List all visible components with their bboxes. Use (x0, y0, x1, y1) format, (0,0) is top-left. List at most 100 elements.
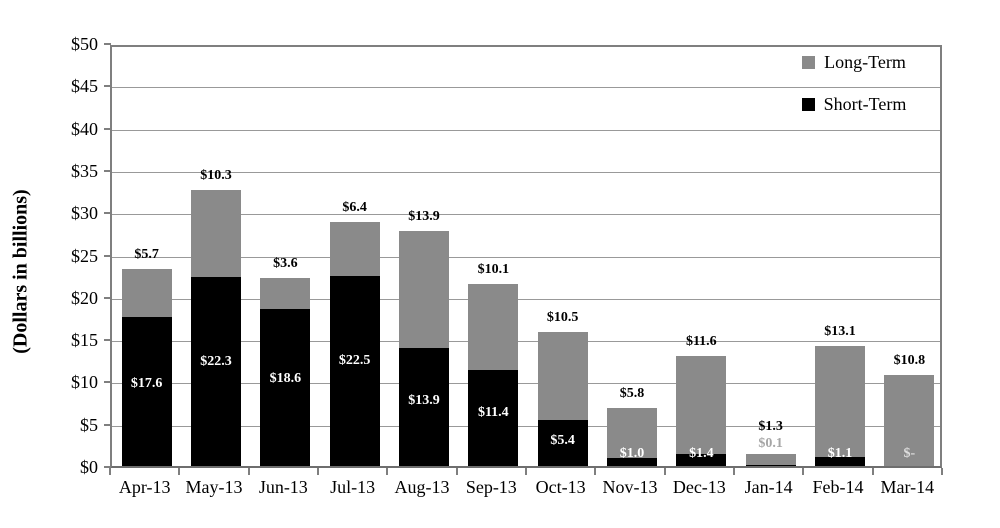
bar-segment-long-term (676, 356, 727, 455)
x-axis-tick (178, 468, 181, 475)
x-tick-label: Nov-13 (602, 477, 658, 497)
y-tick-label: $35 (71, 160, 98, 181)
y-axis-tick (104, 339, 111, 342)
y-axis-tick (104, 212, 111, 215)
long-term-value-label: $5.8 (619, 386, 645, 402)
long-term-value-label: $13.1 (824, 323, 856, 339)
bar-segment-short-term (537, 420, 588, 466)
short-term-value-label: $5.4 (550, 432, 575, 448)
bar-segment-long-term (260, 278, 311, 309)
bar-may-13: $22.3 $10.3 (181, 47, 250, 466)
y-axis-tick (104, 423, 111, 426)
bar-segment-long-term (468, 284, 519, 370)
bar-segment-short-term (745, 465, 796, 466)
bar-sep-13: $11.4 $10.1 (459, 47, 528, 466)
short-term-value-label: $22.5 (338, 353, 371, 369)
y-tick-label: $5 (80, 414, 98, 435)
bar-segment-long-term (537, 331, 588, 421)
gridline (112, 129, 940, 131)
long-term-swatch-icon (802, 55, 816, 69)
x-axis-tick (317, 468, 319, 475)
bar-segment-short-term (190, 277, 241, 466)
x-axis-tick (871, 468, 874, 475)
x-tick-label: May-13 (185, 477, 243, 497)
legend-label-long-term: Long-Term (824, 51, 906, 72)
short-term-value-label: $11.4 (477, 404, 509, 420)
legend: Long-Term Short-Term (759, 41, 949, 125)
gridline (112, 214, 940, 216)
short-term-value-label: $17.6 (130, 376, 163, 392)
bar-dec-13: $1.4 $11.6 (667, 47, 736, 466)
bar-segment-short-term (468, 369, 519, 466)
x-axis-tick (109, 468, 111, 475)
x-tick-label: Feb-14 (812, 477, 864, 497)
short-term-value-label: $18.6 (269, 371, 302, 387)
y-tick-label: $0 (80, 457, 98, 477)
x-tick-label: Sep-13 (465, 477, 517, 497)
y-axis-tick (104, 85, 111, 88)
bar-segment-short-term (676, 454, 727, 466)
short-term-swatch-icon (801, 97, 815, 111)
bar-segment-long-term (121, 268, 172, 318)
bar-segment-short-term (814, 456, 865, 466)
long-term-value-label: $3.6 (273, 256, 298, 272)
legend-item-long-term: Long-Term (759, 41, 949, 83)
long-term-value-label: $10.5 (546, 309, 579, 325)
y-axis-tick (104, 296, 111, 299)
bar-nov-13: $1.0 $5.8 (597, 47, 666, 466)
gridline (112, 298, 940, 300)
long-term-value-label: $10.8 (893, 352, 926, 368)
short-term-value-label: $- (903, 446, 916, 461)
long-term-value-label: $10.3 (200, 168, 232, 184)
y-axis-tick (104, 381, 111, 384)
x-tick-label: Dec-13 (672, 477, 726, 497)
long-term-value-label: $1.3 (758, 419, 783, 435)
x-axis-tick (455, 468, 458, 475)
bar-segment-long-term (606, 408, 657, 458)
y-tick-label: $45 (71, 76, 98, 97)
gridline (112, 87, 940, 89)
bar-segment-long-term (190, 190, 241, 278)
gridline (112, 171, 940, 173)
bar-segment-short-term (121, 317, 172, 466)
short-term-value-label: $0.1 (758, 436, 783, 452)
short-term-value-label: $1.1 (827, 446, 853, 461)
x-tick-label: Apr-13 (118, 477, 171, 497)
short-term-value-label: $22.3 (200, 354, 232, 370)
x-tick-label: Jul-13 (330, 477, 376, 497)
x-tick-label: Mar-14 (880, 477, 935, 497)
bar-segment-long-term (814, 345, 865, 457)
y-tick-label: $10 (71, 372, 98, 393)
long-term-value-label: $5.7 (134, 246, 159, 262)
y-tick-label: $30 (71, 203, 98, 224)
bar-segment-short-term (260, 308, 311, 466)
short-term-value-label: $13.9 (408, 393, 440, 409)
x-tick-label: Jan-14 (744, 477, 793, 497)
legend-label-short-term: Short-Term (823, 93, 907, 114)
short-term-value-label: $1.4 (689, 446, 714, 461)
y-axis-tick (104, 43, 111, 45)
gridline (112, 256, 940, 258)
bar-segment-short-term (398, 348, 449, 466)
x-tick-label: Aug-13 (394, 477, 450, 497)
y-axis-tick (104, 466, 111, 468)
x-axis-tick (802, 468, 805, 475)
y-axis-tick (104, 169, 111, 172)
bar-oct-13: $5.4 $10.5 (528, 47, 597, 466)
x-tick-label: Oct-13 (535, 477, 586, 497)
y-tick-label: $50 (71, 34, 98, 54)
bar-segment-long-term (398, 230, 449, 349)
long-term-value-label: $13.9 (408, 208, 440, 224)
bar-segment-short-term (606, 457, 657, 466)
long-term-value-label: $11.6 (685, 334, 717, 350)
bar-jul-13: $22.5 $6.4 (320, 47, 389, 466)
x-axis-tick (733, 468, 735, 475)
bar-aug-13: $13.9 $13.9 (389, 47, 458, 466)
y-axis-title: (Dollars in billions) (9, 189, 32, 354)
x-axis-tick (941, 468, 943, 475)
x-axis-tick (247, 468, 250, 475)
gridline (112, 425, 940, 427)
legend-item-short-term: Short-Term (759, 83, 949, 125)
bar-segment-long-term (745, 454, 796, 466)
